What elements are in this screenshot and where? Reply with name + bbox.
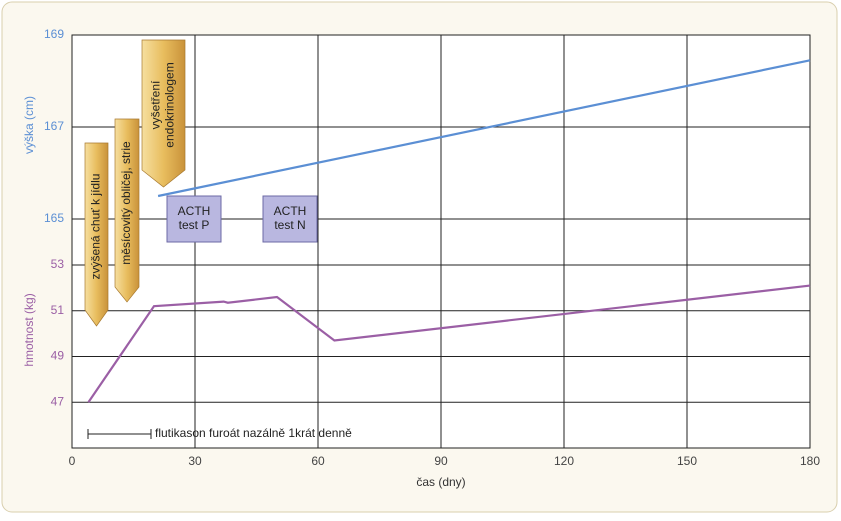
x-tick-label: 90 [434, 454, 448, 468]
annotation-box [262, 195, 318, 243]
annotation-text: zvýšená chuť k jídlu [89, 174, 103, 280]
y-axis-title: hmotnost (kg) [22, 293, 36, 366]
y-tick-label: 49 [51, 349, 65, 363]
x-tick-label: 30 [188, 454, 202, 468]
x-tick-label: 120 [554, 454, 574, 468]
annotation-text: flutikason furoát nazálně 1krát denně [155, 426, 352, 440]
y-tick-label: 53 [51, 257, 65, 271]
y-axis-title: výška (cm) [22, 96, 36, 154]
x-axis-title: čas (dny) [416, 475, 465, 489]
x-tick-label: 150 [677, 454, 697, 468]
annotation-text: ACTH [274, 204, 307, 218]
y-tick-label: 51 [51, 303, 65, 317]
annotation-text: ACTH [178, 204, 211, 218]
annotation-bracket [87, 429, 152, 439]
annotation-text: endokrinologem [163, 62, 177, 147]
x-tick-label: 180 [800, 454, 820, 468]
annotation-arrow [114, 118, 140, 303]
x-tick-label: 60 [311, 454, 325, 468]
y-tick-label: 167 [44, 119, 64, 133]
x-tick-label: 0 [69, 454, 76, 468]
data-line [87, 284, 811, 403]
annotation-text: test N [274, 218, 305, 232]
y-tick-label: 47 [51, 394, 65, 408]
annotation-box [166, 195, 222, 243]
annotation-arrow [141, 39, 186, 188]
annotation-arrow [84, 142, 109, 327]
annotation-text: vyšetření [149, 80, 163, 129]
annotation-text: test P [179, 218, 210, 232]
y-tick-label: 165 [44, 211, 64, 225]
y-tick-label: 169 [44, 27, 64, 41]
data-line [157, 59, 811, 198]
annotation-text: měsícovitý obličej, strie [119, 141, 133, 265]
